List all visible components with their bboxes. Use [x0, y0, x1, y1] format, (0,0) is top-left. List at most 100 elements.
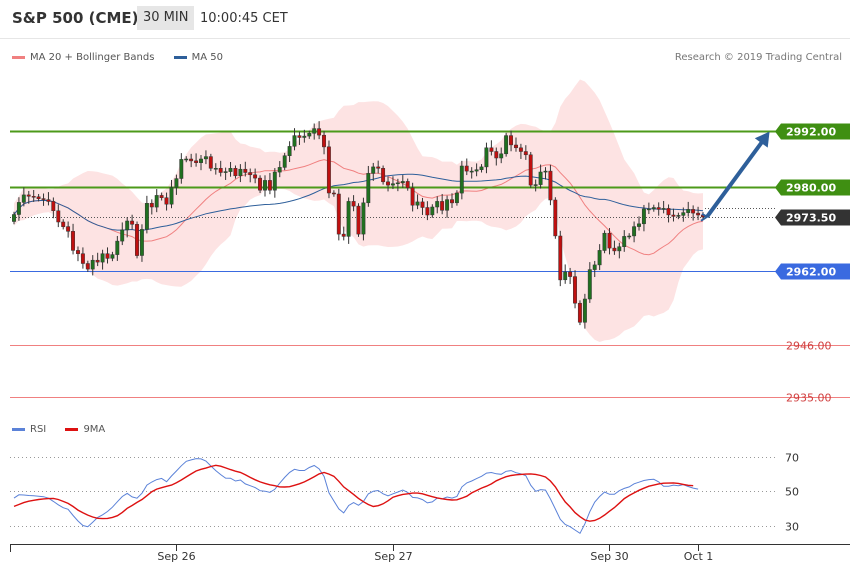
candle-body [100, 253, 105, 263]
candle-body [514, 144, 518, 149]
candle-body [228, 168, 233, 172]
candle-body [504, 135, 509, 155]
candle-body [563, 271, 568, 281]
candle-body [656, 207, 661, 210]
x-tick-label: Sep 30 [590, 550, 628, 563]
level-2992-00-label: 2992.00 [786, 126, 836, 139]
candle-body [21, 194, 26, 203]
candle-body [592, 264, 597, 270]
candle-body [548, 170, 553, 201]
rsi-swatch [12, 427, 25, 431]
candle-body [651, 207, 656, 210]
candle-body [253, 174, 258, 179]
candle-body [376, 166, 381, 169]
candle-body [297, 135, 302, 138]
candle-body [61, 221, 66, 227]
ma20-label: MA 20 + Bollinger Bands [30, 52, 155, 63]
candle-body [627, 235, 632, 238]
candle-body [90, 259, 95, 270]
ma9-swatch [65, 427, 79, 431]
candle-body [632, 226, 637, 237]
candle-body [292, 135, 297, 147]
candle-body [686, 209, 691, 213]
candle-body [366, 173, 371, 204]
rsi-series-9ma [13, 464, 694, 522]
rsi-panel: 30 50 70 [10, 452, 799, 535]
candle-body [149, 203, 154, 208]
candle-body [110, 254, 115, 259]
candle-body [302, 135, 307, 138]
candle-body [66, 226, 71, 232]
ma50-swatch [173, 55, 187, 59]
candle-body [646, 208, 651, 211]
candle-body [346, 201, 351, 237]
candle-body [41, 198, 46, 200]
candle-body [381, 168, 386, 183]
candle-body [31, 196, 36, 198]
copyright-text: Research © 2019 Trading Central [674, 52, 842, 63]
rsi-tick-30: 30 [785, 521, 799, 534]
timeframe-button[interactable]: 30 MIN [137, 6, 195, 30]
candle-body [189, 158, 194, 162]
candle-body [691, 209, 696, 214]
ma20-swatch [12, 55, 25, 59]
forecast-arrow-head [754, 131, 770, 148]
candle-body [568, 271, 573, 277]
candle-body [238, 168, 243, 176]
candle-body [479, 166, 484, 170]
candle-body [543, 170, 548, 173]
candle-body [277, 167, 282, 173]
candle-body [154, 195, 159, 208]
level-2980-00-label: 2980.00 [786, 182, 836, 195]
candle-body [326, 146, 331, 194]
candle-body [484, 147, 489, 168]
candle-body [410, 187, 415, 206]
rsi-series-rsi [13, 458, 699, 535]
candle-body [95, 259, 100, 263]
candle-body [464, 165, 469, 172]
candle-body [36, 196, 41, 199]
forecast-arrow [700, 131, 770, 222]
candle-body [661, 208, 666, 210]
candle-body [607, 232, 612, 249]
ma50-label: MA 50 [191, 52, 223, 63]
candle-body [115, 240, 120, 255]
price-levels [10, 130, 850, 398]
candle-body [474, 169, 479, 172]
candle-body [489, 147, 494, 152]
candle-body [573, 276, 577, 304]
candle-body [602, 232, 607, 251]
candle-body [582, 298, 587, 323]
forecast-arrow-tail [700, 212, 709, 222]
candle-body [577, 302, 582, 323]
candle-body [499, 153, 504, 159]
chart-header: S&P 500 (CME) 30 MIN 10:00:45 CET [0, 0, 850, 38]
candle-body [258, 177, 262, 191]
legend-9ma: 9MA [65, 424, 105, 435]
candle-body [331, 192, 336, 195]
candle-body [272, 171, 277, 191]
candle-body [139, 229, 144, 256]
candle-body [159, 195, 164, 198]
candle-body [356, 205, 361, 235]
candle-body [696, 212, 701, 216]
candle-body [435, 201, 440, 208]
candle-body [130, 220, 135, 225]
candle-body [233, 168, 238, 177]
forecast-arrow-line [705, 135, 768, 219]
candle-body [528, 154, 533, 186]
candle-body [312, 128, 317, 134]
candle-body [16, 202, 21, 215]
candle-body [415, 201, 420, 206]
candle-body [56, 210, 61, 223]
candle-body [425, 207, 430, 216]
ma20-line [13, 159, 704, 256]
legend-ma20: MA 20 + Bollinger Bands [12, 52, 154, 63]
candle-body [164, 197, 169, 205]
candle-body [46, 199, 51, 202]
level-2935-00-label: 2935.00 [786, 392, 832, 405]
candle-body [420, 201, 425, 208]
candle-body [208, 156, 213, 169]
candle-body [558, 235, 563, 281]
